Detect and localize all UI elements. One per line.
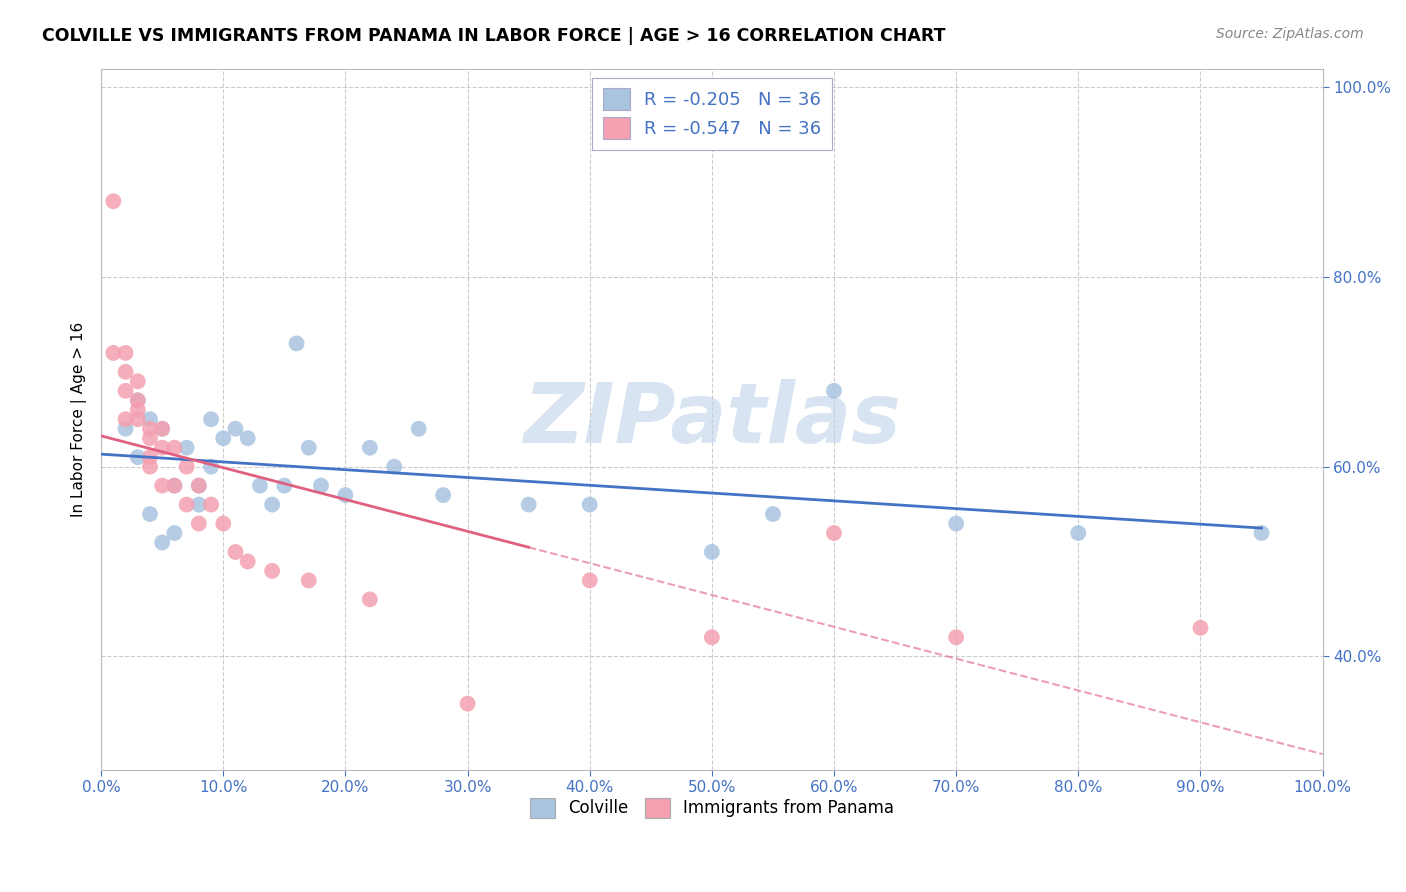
Point: [114, 412, 136, 426]
Point: [700, 545, 723, 559]
Point: [114, 365, 136, 379]
Point: [382, 459, 405, 474]
Point: [578, 574, 600, 588]
Point: [212, 431, 235, 445]
Point: [298, 441, 321, 455]
Point: [432, 488, 454, 502]
Point: [150, 478, 173, 492]
Point: [163, 478, 186, 492]
Point: [1067, 526, 1090, 541]
Point: [262, 564, 284, 578]
Point: [163, 526, 186, 541]
Point: [285, 336, 308, 351]
Point: [139, 507, 162, 521]
Point: [200, 498, 222, 512]
Point: [127, 412, 149, 426]
Point: [139, 450, 162, 465]
Point: [127, 375, 149, 389]
Point: [236, 554, 259, 568]
Point: [309, 478, 332, 492]
Point: [187, 478, 209, 492]
Point: [236, 431, 259, 445]
Point: [176, 459, 198, 474]
Point: [163, 478, 186, 492]
Point: [127, 402, 149, 417]
Point: [1189, 621, 1212, 635]
Point: [298, 574, 321, 588]
Point: [457, 697, 479, 711]
Point: [823, 526, 845, 541]
Point: [187, 478, 209, 492]
Point: [187, 516, 209, 531]
Point: [114, 346, 136, 360]
Point: [103, 194, 125, 209]
Point: [762, 507, 785, 521]
Text: Source: ZipAtlas.com: Source: ZipAtlas.com: [1216, 27, 1364, 41]
Point: [139, 412, 162, 426]
Point: [150, 422, 173, 436]
Point: [359, 441, 381, 455]
Point: [139, 459, 162, 474]
Point: [150, 441, 173, 455]
Point: [945, 516, 967, 531]
Point: [262, 498, 284, 512]
Point: [224, 545, 246, 559]
Point: [700, 630, 723, 644]
Point: [200, 459, 222, 474]
Text: ZIPatlas: ZIPatlas: [523, 379, 901, 459]
Point: [127, 393, 149, 408]
Point: [517, 498, 540, 512]
Point: [176, 498, 198, 512]
Legend: Colville, Immigrants from Panama: Colville, Immigrants from Panama: [523, 791, 901, 825]
Point: [224, 422, 246, 436]
Point: [359, 592, 381, 607]
Point: [114, 422, 136, 436]
Point: [163, 441, 186, 455]
Point: [150, 535, 173, 549]
Point: [176, 441, 198, 455]
Point: [1250, 526, 1272, 541]
Point: [187, 498, 209, 512]
Point: [127, 393, 149, 408]
Point: [200, 412, 222, 426]
Point: [823, 384, 845, 398]
Point: [139, 422, 162, 436]
Point: [103, 346, 125, 360]
Point: [249, 478, 271, 492]
Point: [273, 478, 295, 492]
Point: [335, 488, 357, 502]
Point: [139, 431, 162, 445]
Point: [114, 384, 136, 398]
Point: [150, 422, 173, 436]
Point: [945, 630, 967, 644]
Point: [408, 422, 430, 436]
Point: [127, 450, 149, 465]
Point: [578, 498, 600, 512]
Y-axis label: In Labor Force | Age > 16: In Labor Force | Age > 16: [72, 322, 87, 516]
Text: COLVILLE VS IMMIGRANTS FROM PANAMA IN LABOR FORCE | AGE > 16 CORRELATION CHART: COLVILLE VS IMMIGRANTS FROM PANAMA IN LA…: [42, 27, 946, 45]
Point: [212, 516, 235, 531]
